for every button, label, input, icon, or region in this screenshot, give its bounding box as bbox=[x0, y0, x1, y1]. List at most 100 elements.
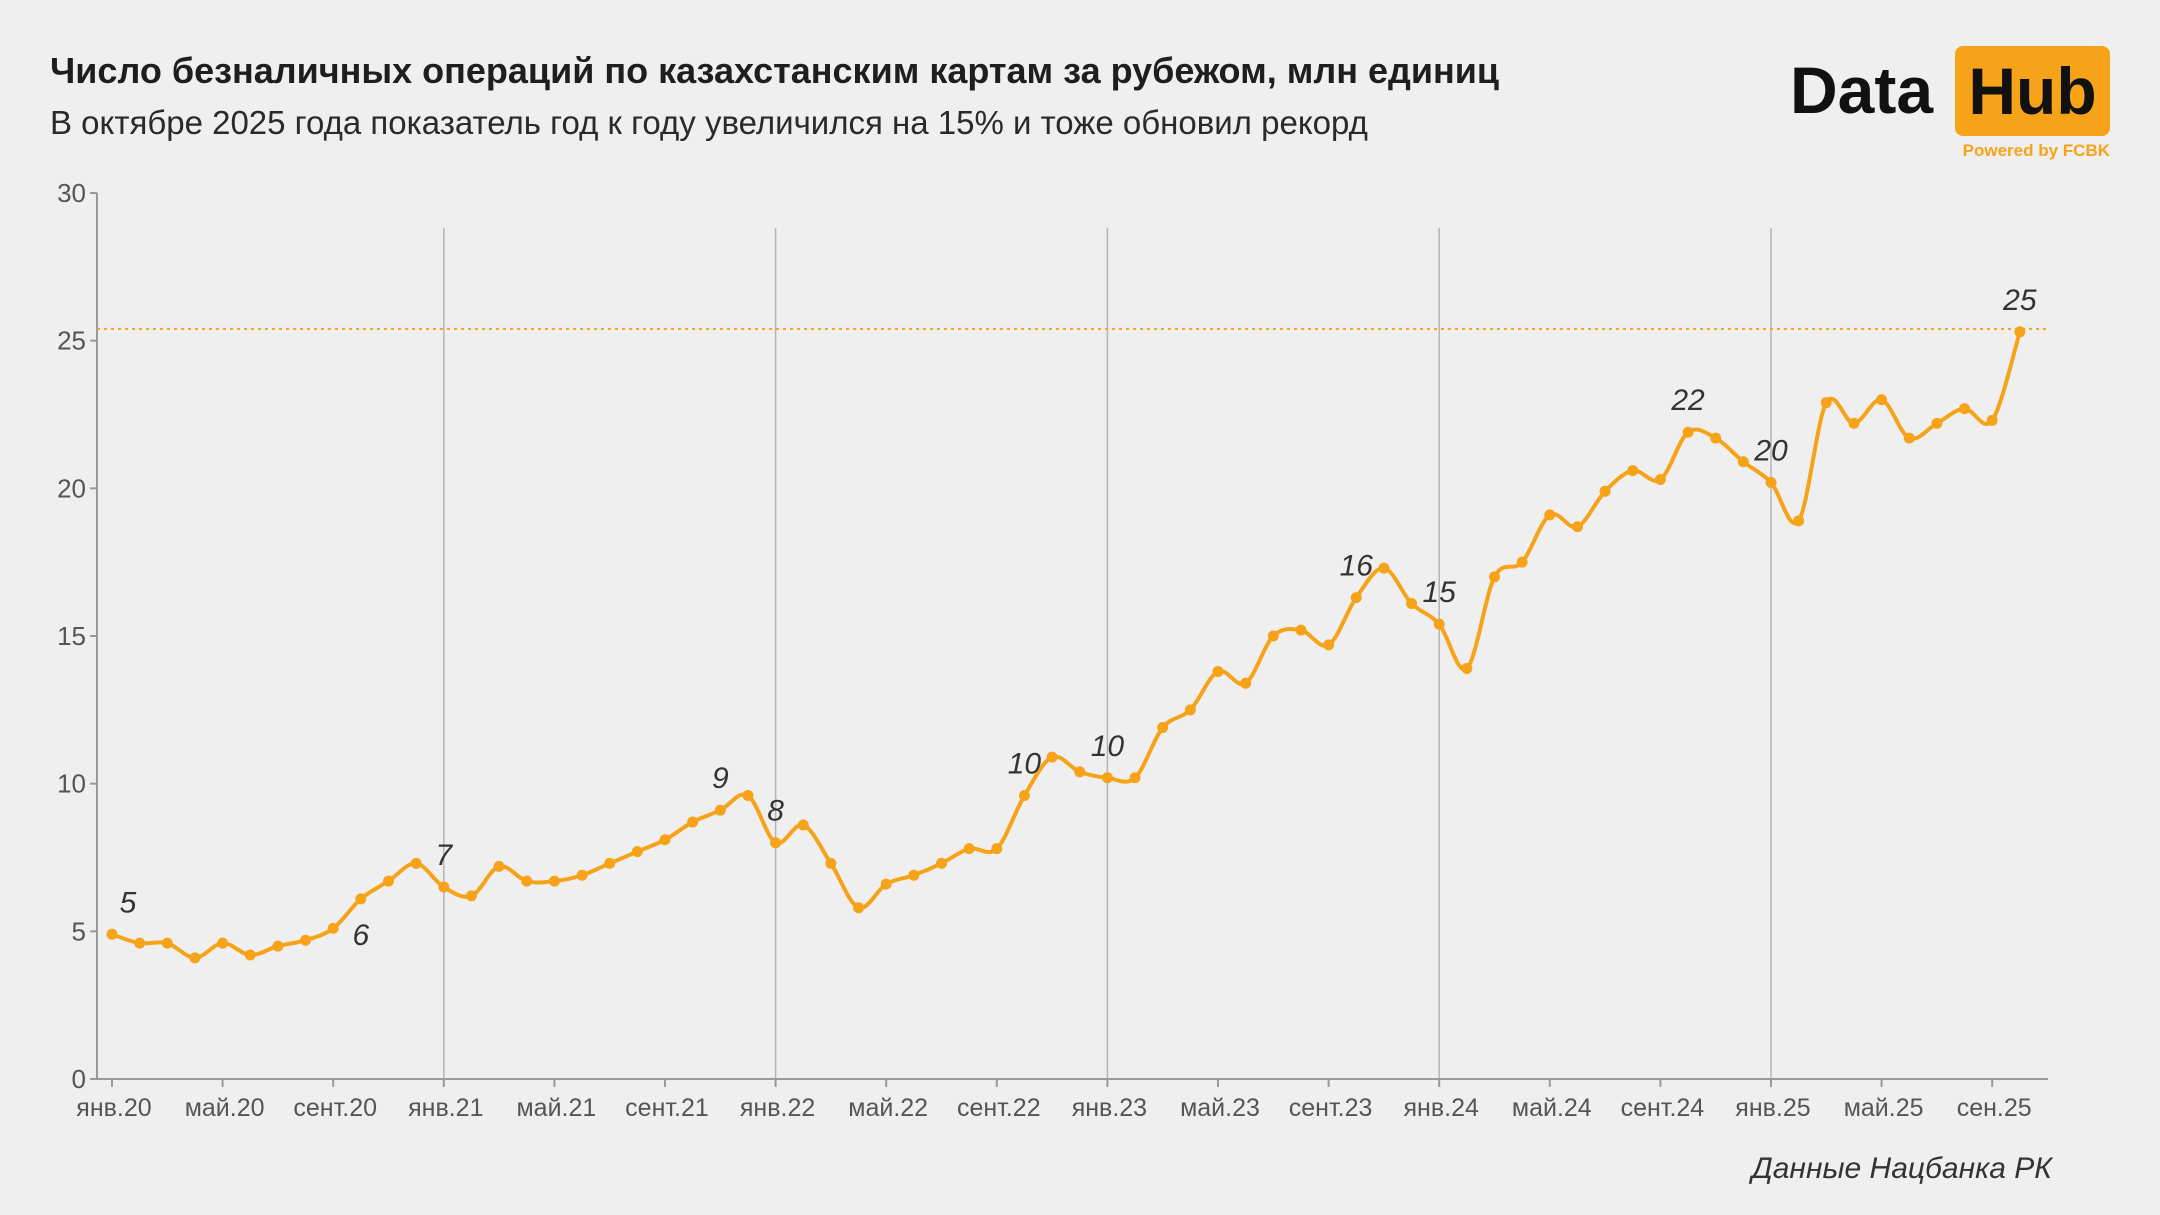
data-label: 20 bbox=[1753, 434, 1788, 467]
data-point bbox=[1765, 476, 1777, 488]
x-tick-label: сент.21 bbox=[625, 1094, 709, 1122]
data-point bbox=[1489, 571, 1500, 583]
data-point bbox=[1267, 630, 1279, 642]
x-tick-label: янв.20 bbox=[76, 1094, 151, 1122]
data-point bbox=[1903, 432, 1915, 444]
data-point bbox=[1986, 414, 1998, 426]
data-label: 25 bbox=[2002, 284, 2037, 317]
x-tick-label: янв.23 bbox=[1072, 1094, 1147, 1122]
data-point bbox=[1433, 618, 1445, 630]
data-label: 10 bbox=[1091, 730, 1125, 763]
chart-subtitle: В октябре 2025 года показатель год к год… bbox=[50, 104, 1368, 141]
x-tick-label: сент.23 bbox=[1289, 1094, 1373, 1122]
data-point bbox=[1627, 465, 1639, 477]
data-point bbox=[1157, 722, 1169, 734]
data-point bbox=[1046, 751, 1058, 763]
data-point bbox=[1406, 598, 1418, 610]
data-point bbox=[217, 937, 229, 949]
data-label: 5 bbox=[120, 886, 137, 919]
data-point bbox=[1710, 432, 1722, 444]
data-point bbox=[908, 869, 920, 881]
data-point bbox=[1682, 426, 1694, 438]
series-line bbox=[110, 329, 2022, 960]
data-point bbox=[327, 922, 339, 934]
data-point bbox=[548, 875, 560, 887]
data-label: 16 bbox=[1340, 550, 1374, 583]
data-point bbox=[1959, 403, 1971, 415]
logo-data-text: Data bbox=[1790, 53, 1934, 127]
data-point bbox=[1571, 521, 1583, 533]
logo-powered-by: Powered by FCBK bbox=[1962, 141, 2110, 160]
x-tick-label: май.24 bbox=[1512, 1094, 1592, 1122]
y-tick-label: 20 bbox=[57, 473, 86, 503]
data-point bbox=[1544, 509, 1556, 521]
data-point bbox=[244, 949, 256, 961]
x-tick-label: сент.22 bbox=[957, 1094, 1041, 1122]
data-point bbox=[936, 857, 947, 869]
data-point bbox=[1101, 772, 1113, 784]
data-point bbox=[106, 928, 118, 940]
logo-hub-badge: Hub bbox=[1955, 46, 2110, 136]
data-point bbox=[1820, 397, 1832, 409]
data-point bbox=[161, 937, 173, 949]
data-point bbox=[493, 860, 505, 872]
data-point bbox=[1931, 417, 1943, 429]
data-point bbox=[1184, 704, 1196, 716]
data-point bbox=[880, 878, 892, 890]
data-point bbox=[1129, 772, 1141, 784]
data-point bbox=[576, 869, 588, 881]
data-label: 6 bbox=[353, 919, 370, 952]
x-tick-label: май.20 bbox=[185, 1094, 265, 1122]
data-point bbox=[1737, 456, 1749, 468]
x-tick-label: янв.24 bbox=[1404, 1094, 1479, 1122]
data-point bbox=[1295, 624, 1307, 636]
x-tick-label: янв.25 bbox=[1735, 1094, 1810, 1122]
data-point bbox=[1876, 394, 1888, 406]
data-point bbox=[410, 857, 422, 869]
data-point bbox=[797, 819, 809, 831]
x-tick-label: сент.20 bbox=[293, 1094, 377, 1122]
data-point bbox=[134, 937, 146, 949]
data-point bbox=[687, 816, 699, 828]
x-tick-label: май.22 bbox=[848, 1094, 928, 1122]
data-point bbox=[770, 837, 782, 849]
data-point bbox=[1378, 562, 1390, 574]
y-tick-label: 15 bbox=[57, 621, 86, 651]
data-point bbox=[465, 890, 477, 902]
data-point bbox=[355, 893, 367, 905]
y-tick-label: 30 bbox=[57, 178, 86, 208]
data-label: 9 bbox=[712, 762, 729, 795]
data-label: 8 bbox=[767, 795, 784, 828]
data-point bbox=[300, 934, 312, 946]
data-point bbox=[383, 875, 394, 887]
data-point bbox=[1848, 417, 1860, 429]
data-point bbox=[1599, 485, 1611, 497]
data-point bbox=[853, 902, 865, 914]
x-tick-label: сент.24 bbox=[1621, 1094, 1705, 1122]
data-point bbox=[714, 804, 726, 816]
data-point bbox=[272, 940, 284, 952]
data-label: 22 bbox=[1670, 384, 1705, 417]
x-tick-label: май.21 bbox=[516, 1094, 596, 1122]
data-point bbox=[1240, 677, 1252, 689]
data-point bbox=[1350, 592, 1362, 604]
y-tick-label: 25 bbox=[57, 326, 86, 356]
data-label: 7 bbox=[435, 839, 453, 872]
y-tick-label: 5 bbox=[72, 916, 86, 946]
y-tick-label: 0 bbox=[72, 1064, 86, 1094]
data-point bbox=[659, 834, 671, 846]
x-tick-label: сен.25 bbox=[1957, 1094, 2032, 1122]
data-point bbox=[1018, 789, 1030, 801]
data-point bbox=[1461, 662, 1473, 674]
data-point bbox=[631, 846, 643, 858]
data-point bbox=[1212, 665, 1224, 677]
data-point bbox=[2014, 326, 2026, 338]
chart-title: Число безналичных операций по казахстанс… bbox=[50, 50, 1499, 91]
data-label: 15 bbox=[1423, 576, 1457, 609]
datahub-logo: Data Hub Powered by FCBK bbox=[1790, 46, 2110, 166]
data-point bbox=[991, 843, 1003, 855]
data-point bbox=[1516, 556, 1528, 568]
source-note: Данные Нацбанка РК bbox=[1751, 1152, 2052, 1185]
x-tick-label: май.25 bbox=[1844, 1094, 1924, 1122]
